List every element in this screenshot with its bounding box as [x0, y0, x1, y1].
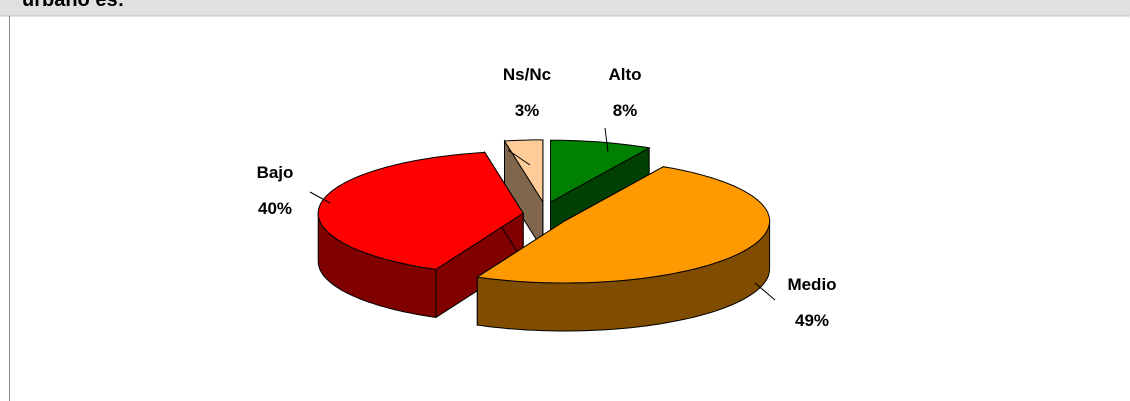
slice	[550, 139, 651, 204]
value-label: 49%	[795, 311, 829, 330]
leader-line	[507, 149, 531, 166]
slice-label: Ns/Nc	[503, 65, 551, 84]
value-label: 8%	[613, 101, 638, 120]
leader-line	[604, 127, 609, 153]
leader-line	[309, 191, 331, 204]
value-label: 40%	[258, 199, 292, 218]
chart-title: urbano es:	[22, 0, 124, 11]
title-bar	[0, 0, 1130, 16]
slice-label: Alto	[608, 65, 641, 84]
slice-label: Medio	[787, 275, 836, 294]
slice-label: Bajo	[257, 163, 294, 182]
slice	[475, 166, 771, 284]
value-label: 3%	[515, 101, 540, 120]
leader-line	[754, 282, 776, 301]
slice	[317, 151, 524, 270]
slice	[503, 139, 544, 204]
